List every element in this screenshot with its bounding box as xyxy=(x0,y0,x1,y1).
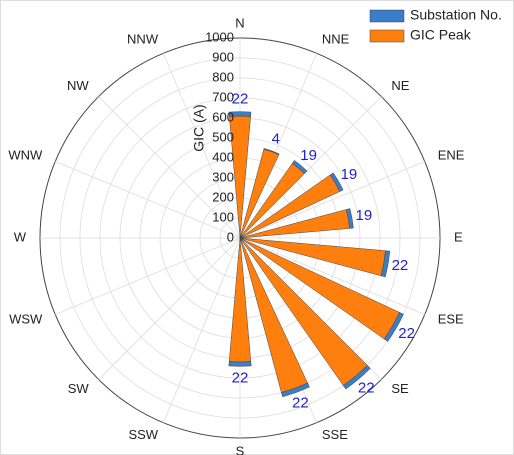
y-tick-label: 600 xyxy=(212,109,234,124)
x-tick-label: NE xyxy=(391,78,409,93)
grid-spoke xyxy=(55,237,241,315)
x-tick-label: WSW xyxy=(9,311,43,326)
grid-spoke xyxy=(163,53,241,239)
bar-segment xyxy=(291,159,308,175)
y-tick-label: 200 xyxy=(212,189,234,204)
legend-swatch xyxy=(369,29,405,43)
bar-segment xyxy=(228,111,252,117)
x-tick-label: WNW xyxy=(8,148,43,163)
bar-segment xyxy=(329,172,344,192)
y-tick-label: 0 xyxy=(227,229,234,244)
x-tick-label: SW xyxy=(68,381,90,396)
x-tick-label: NNW xyxy=(127,32,159,47)
x-tick-label: ENE xyxy=(438,148,465,163)
y-tick-label: 1000 xyxy=(205,29,234,44)
y-tick-label: 900 xyxy=(212,49,234,64)
x-tick-label: W xyxy=(14,229,27,244)
value-label: 22 xyxy=(398,325,415,342)
value-label: 19 xyxy=(356,207,373,224)
grid-spoke xyxy=(163,237,241,423)
y-tick-label: 700 xyxy=(212,89,234,104)
bar-segment xyxy=(281,382,310,398)
bar-segment xyxy=(263,148,280,155)
grid-spoke xyxy=(239,237,425,315)
x-tick-label: E xyxy=(454,229,463,244)
value-label: 19 xyxy=(300,147,317,164)
x-tick-label: SSW xyxy=(128,427,158,442)
value-label: 22 xyxy=(358,379,375,396)
value-label: 22 xyxy=(232,369,249,386)
x-tick-label: SSE xyxy=(322,427,348,442)
grid-spoke xyxy=(98,237,241,380)
bar-segment xyxy=(228,361,252,367)
legend-label: GIC Peak xyxy=(410,27,472,43)
value-label: 22 xyxy=(232,91,249,108)
x-tick-label: NW xyxy=(67,78,89,93)
value-label: 19 xyxy=(341,166,358,183)
x-tick-label: ESE xyxy=(438,311,464,326)
grid-spoke xyxy=(55,161,241,239)
y-tick-label: 100 xyxy=(212,209,234,224)
value-label: 4 xyxy=(272,130,280,147)
bar-segment xyxy=(342,364,371,390)
value-label: 22 xyxy=(292,395,309,412)
y-axis-title: GIC (A) xyxy=(191,104,207,151)
y-tick-label: 400 xyxy=(212,149,234,164)
y-tick-label: 800 xyxy=(212,69,234,84)
grid-spoke xyxy=(98,96,241,239)
x-tick-label: N xyxy=(235,15,244,30)
x-tick-label: NNE xyxy=(322,32,350,47)
value-label: 22 xyxy=(392,257,409,274)
grid-spoke xyxy=(239,161,425,239)
y-tick-label: 500 xyxy=(212,129,234,144)
bar-segment xyxy=(383,312,404,342)
legend-swatch xyxy=(369,9,405,23)
x-tick-label: S xyxy=(236,443,245,455)
legend-label: Substation No. xyxy=(410,7,502,23)
y-tick-label: 300 xyxy=(212,169,234,184)
bar-segment xyxy=(380,250,391,278)
bar-segment xyxy=(345,208,354,229)
x-tick-label: SE xyxy=(391,381,409,396)
